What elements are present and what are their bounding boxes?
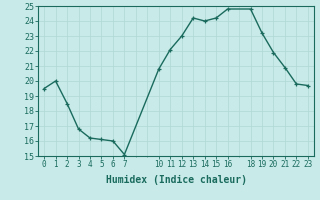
X-axis label: Humidex (Indice chaleur): Humidex (Indice chaleur) (106, 175, 246, 185)
